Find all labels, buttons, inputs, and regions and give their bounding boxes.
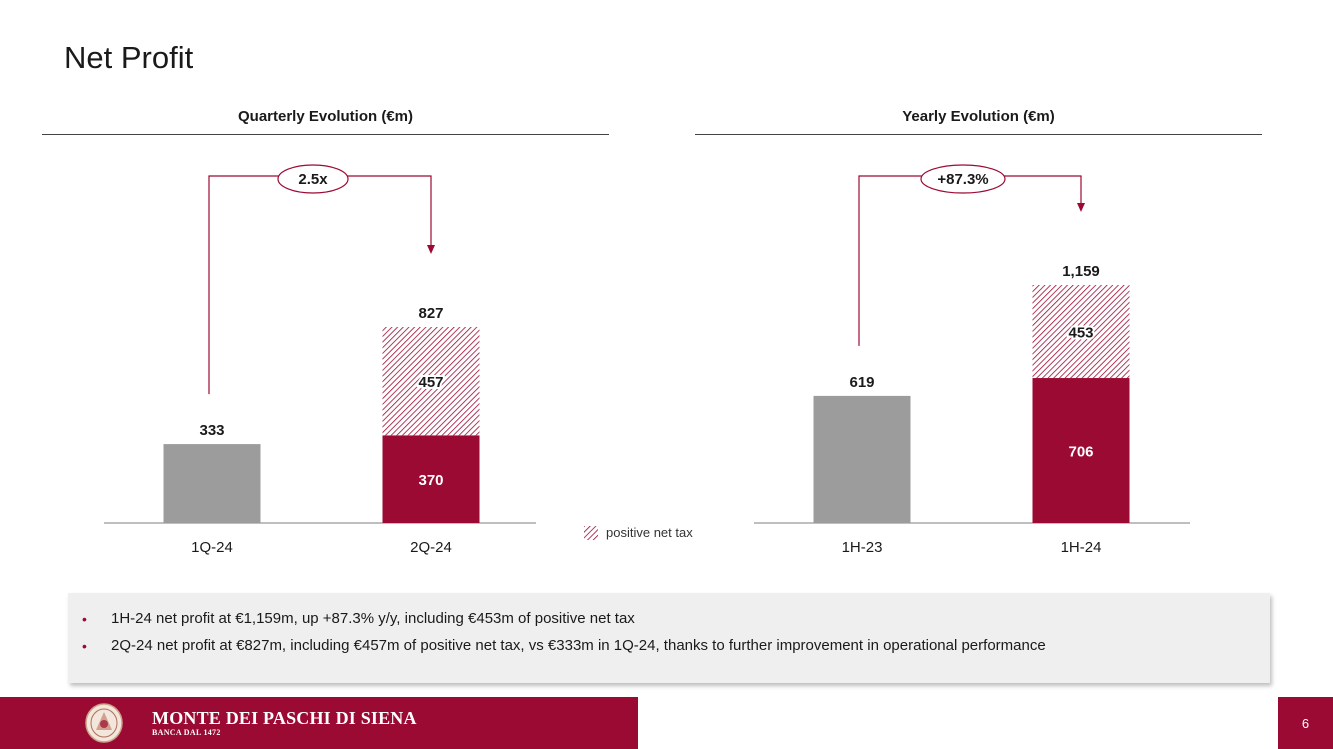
quarterly-chart-title: Quarterly Evolution (€m) [237, 108, 414, 125]
net-tax-value-label: 457 [418, 374, 443, 391]
x-tick-label: 1H-23 [842, 539, 883, 556]
bar-2Q-24-net-tax [382, 327, 480, 436]
footer-brand-name: MONTE DEI PASCHI DI SIENA [152, 708, 417, 728]
bar-1H-24-base [1032, 378, 1130, 523]
bullet-text: 1H-24 net profit at €1,159m, up +87.3% y… [111, 610, 635, 627]
bullet-item: • 1H-24 net profit at €1,159m, up +87.3%… [82, 609, 1270, 636]
page-number: 6 [1278, 697, 1333, 749]
commentary-box: • 1H-24 net profit at €1,159m, up +87.3%… [68, 593, 1270, 683]
base-value-label: 706 [1068, 444, 1093, 461]
legend-label: positive net tax [606, 525, 693, 540]
bullet-dot-icon: • [82, 611, 87, 627]
bank-seal-logo-icon [85, 703, 123, 743]
base-value-label: 370 [418, 472, 443, 489]
growth-arrow-icon [1077, 203, 1085, 212]
bullet-dot-icon: • [82, 638, 87, 654]
growth-arrow-icon [427, 245, 435, 254]
hatched-swatch-icon [584, 525, 598, 540]
footer-tagline: BANCA DAL 1472 [152, 728, 221, 737]
growth-badge-label: 2.5x [298, 171, 328, 188]
bar-1Q-24-base [163, 444, 261, 523]
total-value-label: 619 [849, 374, 874, 391]
total-value-label: 1,159 [1062, 263, 1100, 280]
bar-1H-24-net-tax [1032, 285, 1130, 379]
total-value-label: 827 [418, 305, 443, 322]
yearly-title-rule [695, 134, 1262, 135]
bullet-item: • 2Q-24 net profit at €827m, including €… [82, 636, 1270, 663]
quarterly-title-rule [42, 134, 609, 135]
legend: positive net tax [584, 525, 693, 540]
page-title: Net Profit [64, 40, 194, 75]
bar-1H-23-base [813, 395, 911, 523]
bullet-text: 2Q-24 net profit at €827m, including €45… [111, 637, 1046, 654]
bar-charts: 333 1Q-24 457 370 827 2Q-24 2.5x 619 1H-23 453 706… [104, 164, 1190, 556]
growth-badge [277, 164, 349, 194]
total-value-label: 333 [199, 422, 224, 439]
x-tick-label: 1Q-24 [191, 539, 233, 556]
yearly-chart-title: Yearly Evolution (€m) [902, 108, 1055, 125]
growth-badge-label: +87.3% [937, 171, 988, 188]
x-tick-label: 1H-24 [1061, 539, 1102, 556]
net-tax-value-label: 453 [1068, 325, 1093, 342]
x-tick-label: 2Q-24 [410, 539, 452, 556]
bar-2Q-24-base [382, 435, 480, 523]
growth-badge [920, 164, 1006, 194]
